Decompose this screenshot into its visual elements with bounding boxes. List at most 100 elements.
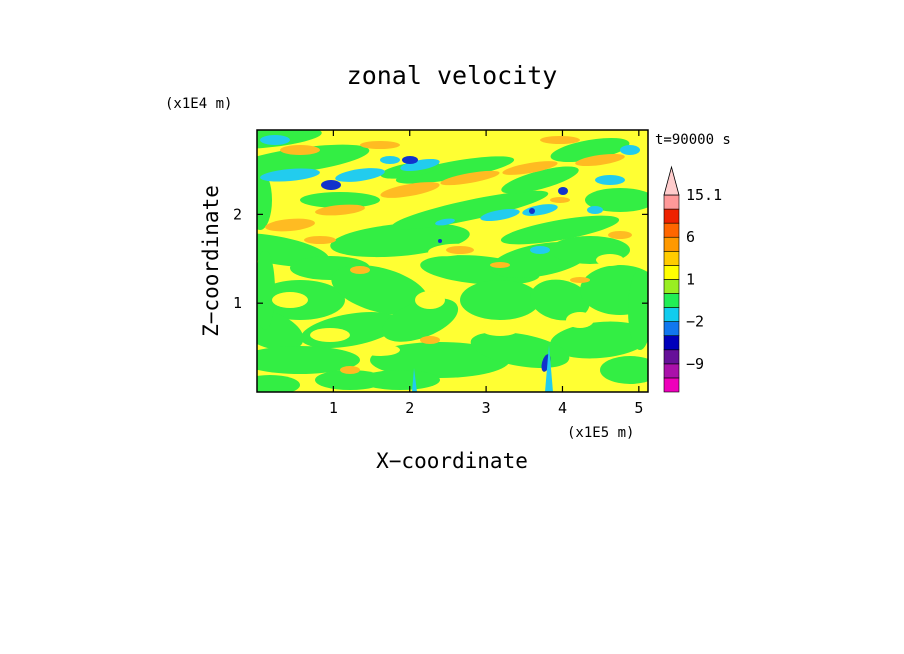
x-tick-label: 2 — [405, 399, 414, 417]
green-contour-region — [628, 270, 648, 350]
green-contour-region — [600, 356, 648, 384]
orange-contour-region — [380, 182, 440, 198]
orange-contour-region — [570, 277, 590, 283]
orange-contour-region — [315, 204, 365, 216]
cyan-plume — [545, 345, 553, 392]
green-contour-region — [257, 170, 272, 230]
green-contour-region — [395, 156, 515, 184]
green-contour-region — [331, 265, 429, 315]
orange-contour-region — [265, 218, 315, 232]
contour-field — [257, 130, 648, 392]
yellow-contour-region — [415, 291, 445, 309]
green-contour-region — [300, 192, 380, 208]
green-contour-region — [257, 250, 275, 330]
cyan-contour-region — [480, 208, 520, 222]
x-axis-label: X−coordinate — [376, 449, 528, 473]
colorbar-segment — [663, 377, 680, 393]
orange-contour-region — [490, 262, 510, 268]
orange-contour-region — [440, 170, 500, 186]
blue-contour-core — [402, 156, 418, 164]
x-tick-label: 3 — [482, 399, 491, 417]
orange-contour-region — [608, 231, 632, 239]
colorbar-label: 15.1 — [686, 186, 722, 204]
green-contour-region — [391, 190, 549, 230]
colorbar-segment — [663, 349, 680, 365]
cyan-contour-region — [435, 218, 455, 226]
cyan-contour-region — [380, 156, 400, 164]
y-tick-label: 1 — [233, 294, 242, 312]
y-axis-label: Z−coordinate — [199, 185, 223, 337]
orange-contour-region — [540, 136, 580, 144]
cyan-contour-region — [587, 206, 603, 214]
y-tick-label: 2 — [233, 205, 242, 223]
chart-title: zonal velocity — [347, 61, 558, 90]
colorbar-segment — [663, 208, 680, 224]
orange-contour-region — [575, 153, 625, 167]
orange-contour-region — [446, 246, 474, 254]
cyan-contour-region — [595, 175, 625, 185]
yellow-contour-region — [360, 344, 400, 356]
yellow-contour-region — [596, 254, 624, 266]
colorbar-segment — [663, 335, 680, 351]
green-contour-region — [381, 298, 459, 342]
x-axis-scale-label: (x1E5 m) — [567, 425, 634, 441]
colorbar-label: −9 — [686, 355, 704, 373]
yellow-contour-region — [310, 328, 350, 342]
cyan-contour-region — [260, 168, 320, 182]
cyan-contour-region — [530, 246, 550, 254]
yellow-contour-region — [482, 324, 518, 336]
y-axis-scale-label: (x1E4 m) — [165, 96, 232, 112]
yellow-contour-region — [566, 312, 594, 328]
green-contour-region — [370, 342, 510, 378]
green-contour-region — [550, 321, 648, 359]
orange-contour-region — [360, 141, 400, 149]
cyan-contour-region — [260, 135, 290, 145]
green-contour-region — [315, 370, 385, 390]
colorbar-segment — [663, 222, 680, 238]
colorbar-label: 6 — [686, 228, 695, 246]
colorbar-segment — [663, 236, 680, 252]
x-tick-label: 4 — [558, 399, 567, 417]
colorbar-segment — [663, 279, 680, 294]
orange-contour-region — [550, 197, 570, 203]
cyan-contour-region — [400, 158, 440, 172]
orange-contour-region — [502, 161, 558, 175]
y-axis-ticks: 12 — [233, 205, 648, 312]
colorbar-segment — [663, 307, 680, 322]
orange-contour-region — [420, 336, 440, 344]
green-contour-region — [257, 346, 360, 374]
colorbar: 15.1 6 1 −2 −9 — [663, 165, 722, 393]
orange-contour-region — [304, 236, 336, 244]
blue-contour-core — [438, 239, 442, 243]
cyan-plume — [412, 368, 417, 392]
green-contour-region — [550, 137, 630, 163]
cyan-contour-region — [620, 145, 640, 155]
green-contour-region — [585, 188, 648, 212]
orange-contour-region — [280, 145, 320, 155]
plot-frame — [256, 129, 649, 393]
x-axis-ticks: 1 2 3 4 5 — [329, 130, 643, 417]
green-contour-region — [460, 280, 540, 320]
green-contour-region — [500, 215, 620, 245]
blue-contour-core — [529, 208, 535, 214]
colorbar-label: 1 — [686, 270, 695, 288]
colorbar-segment — [663, 293, 680, 308]
yellow-contour-region — [272, 292, 308, 308]
green-contour-region — [530, 279, 590, 321]
green-contour-region — [257, 144, 370, 176]
blue-contour-core — [321, 180, 341, 190]
colorbar-segment — [663, 363, 680, 379]
colorbar-label: −2 — [686, 313, 704, 331]
x-tick-label: 1 — [329, 399, 338, 417]
orange-contour-region — [340, 366, 360, 374]
colorbar-segment — [663, 194, 680, 210]
green-contour-region — [501, 166, 579, 194]
colorbar-arrow — [663, 165, 680, 196]
colorbar-segment — [663, 250, 680, 266]
green-contour-region — [257, 309, 304, 351]
orange-contour-region — [350, 266, 370, 274]
cyan-contour-region — [335, 168, 385, 182]
blue-contour-core — [558, 187, 568, 195]
colorbar-segment — [663, 321, 680, 337]
